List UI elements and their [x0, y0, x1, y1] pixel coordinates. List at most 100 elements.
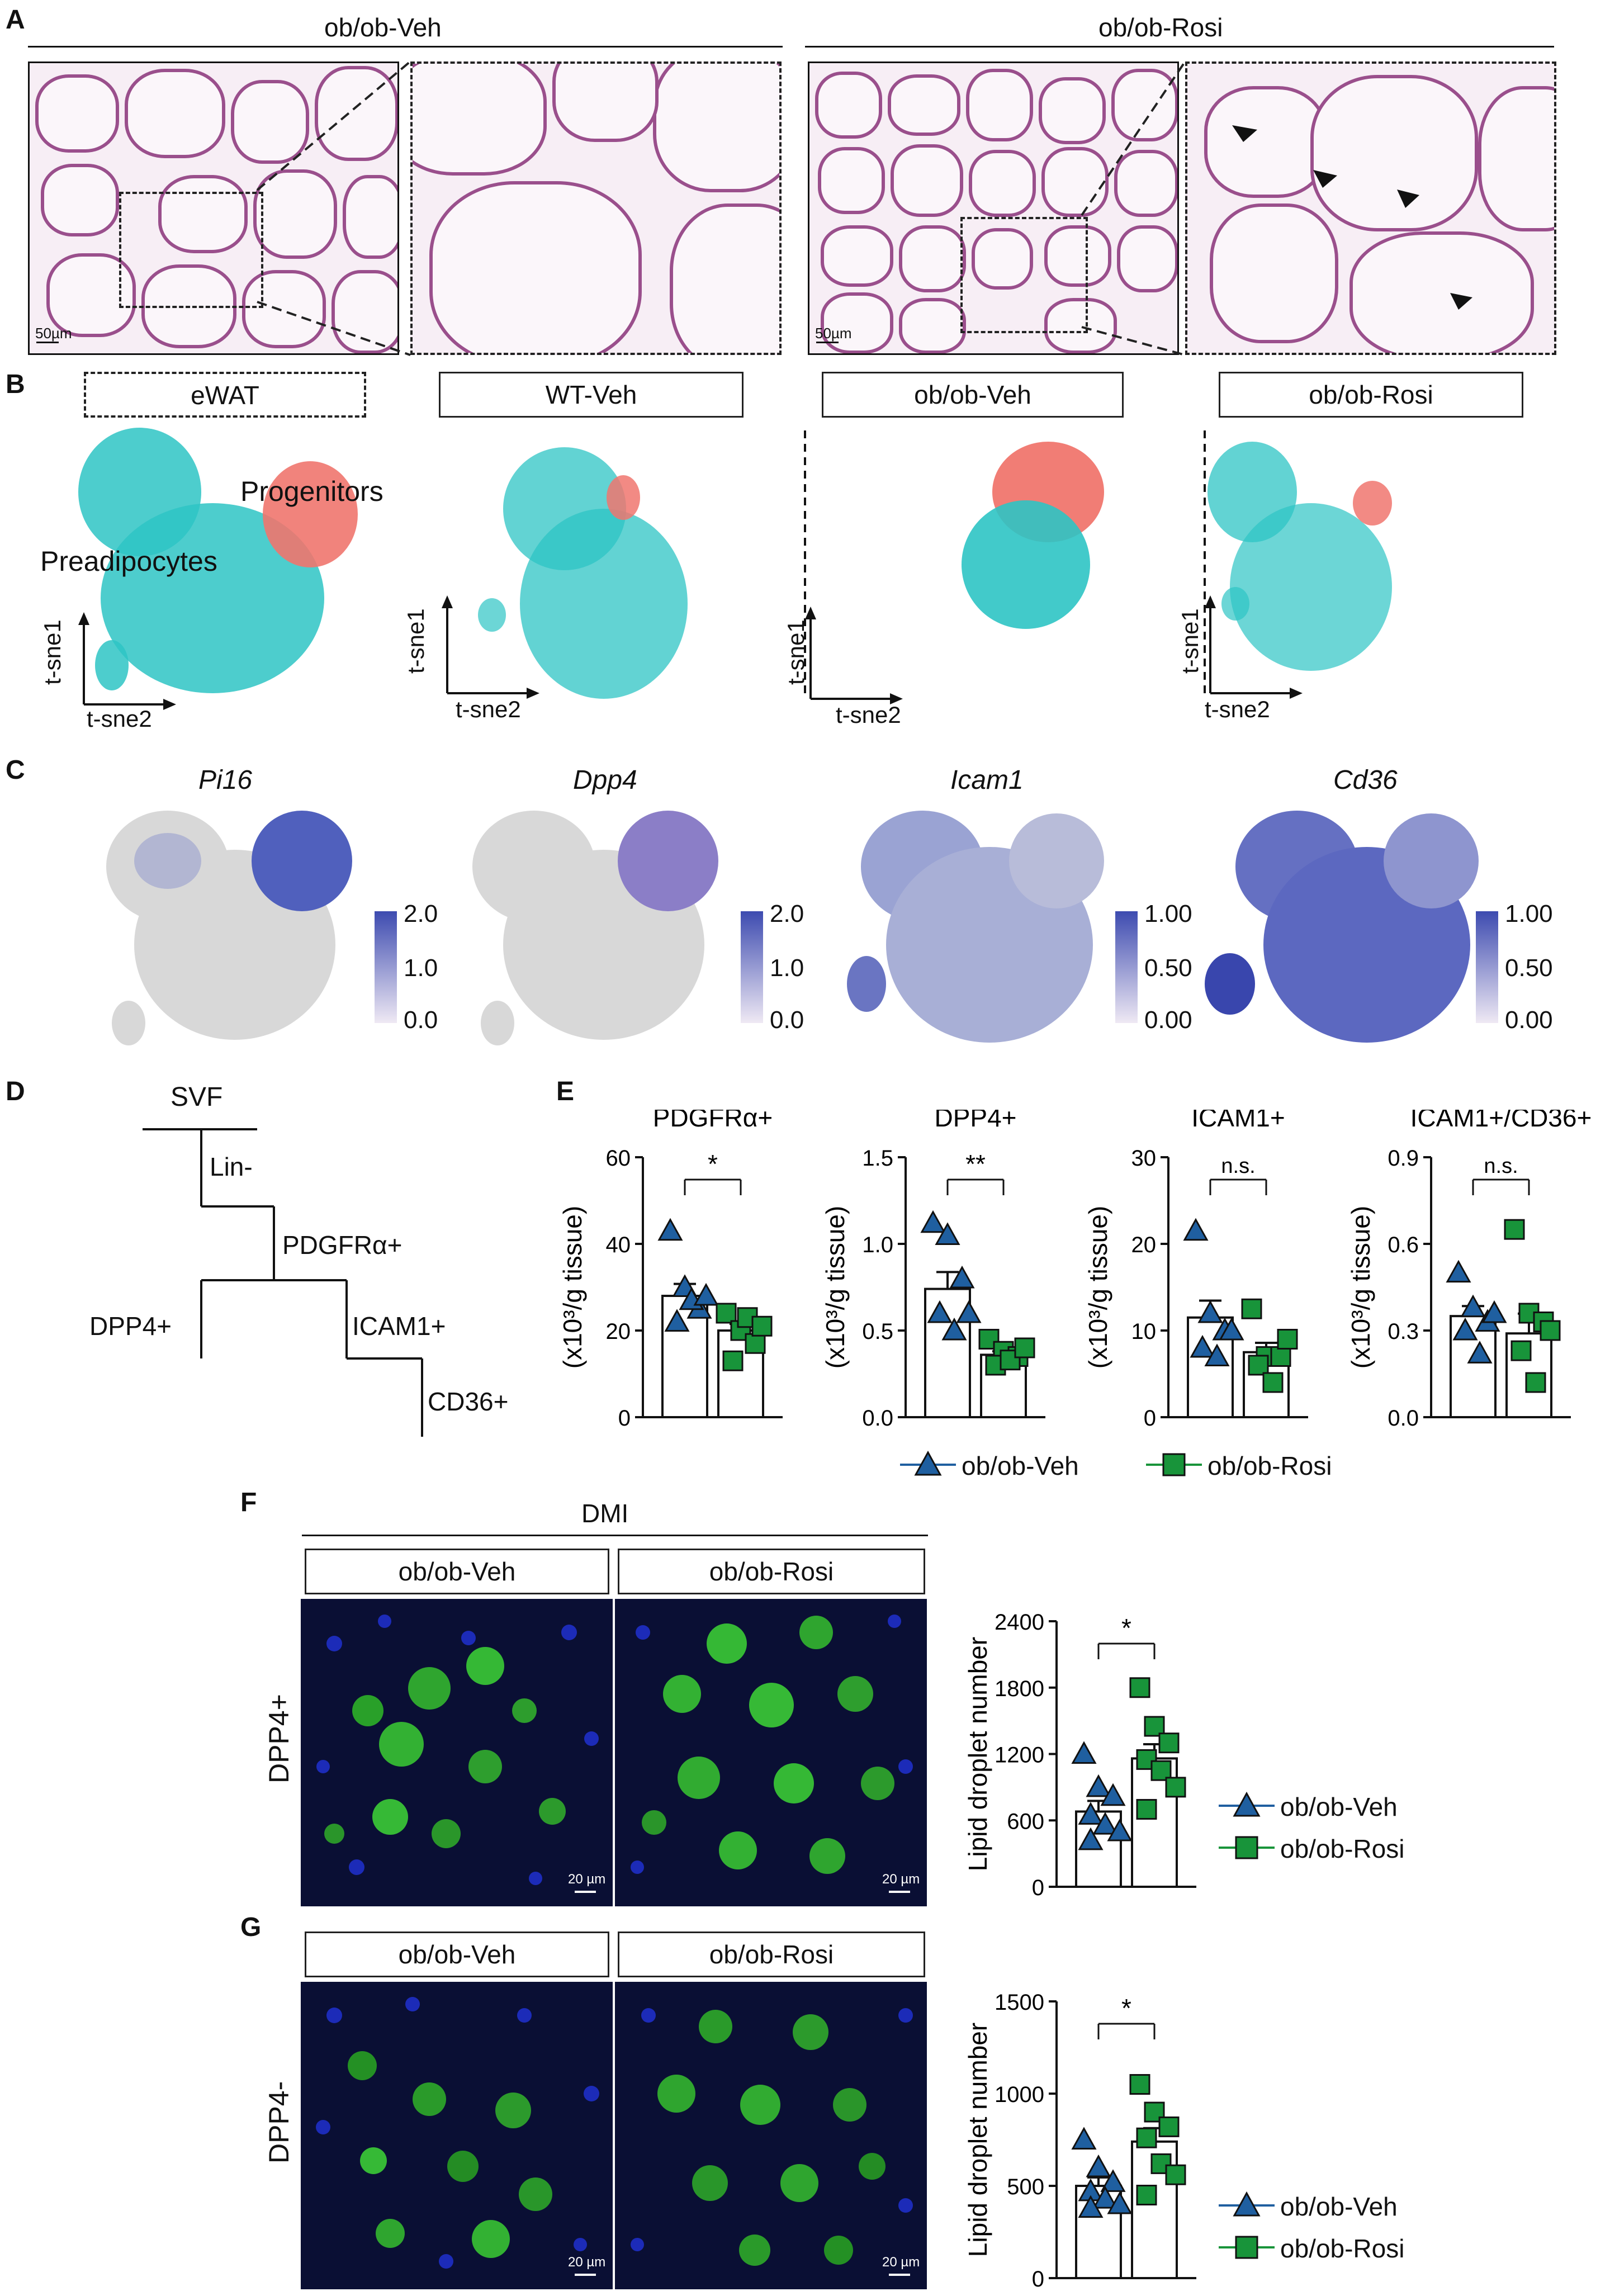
y-axis-label: (x10³/g tissue): [559, 1206, 587, 1369]
legend-label-veh: ob/ob-Veh: [1280, 2192, 1398, 2221]
colorbar-tick: 0.50: [1144, 954, 1192, 982]
tsne-title-obob-veh: ob/ob-Veh: [822, 372, 1124, 418]
data-point: [1092, 1812, 1118, 1835]
gate-lin-neg: Lin-: [210, 1152, 253, 1181]
scale-bar: [36, 342, 59, 343]
data-point: [941, 1317, 967, 1341]
group-label-rosi: ob/ob-Rosi: [1098, 13, 1223, 42]
fluorescence-image-dpp4neg-veh: 20 µm: [301, 1982, 613, 2289]
gate-pdgfra-pos: PDGFRα+: [282, 1230, 402, 1260]
y-tick-label: 600: [1007, 1809, 1044, 1834]
y-tick-label: 1.5: [862, 1146, 893, 1171]
data-point: [1136, 1749, 1157, 1770]
panel-label-a: A: [6, 5, 25, 35]
y-tick-label: 0: [1144, 1406, 1156, 1431]
data-point: [1165, 1777, 1186, 1798]
gene-title-dpp4: Dpp4: [573, 765, 637, 795]
tsne-ewat: [78, 428, 358, 710]
y-tick-label: 10: [1131, 1319, 1157, 1344]
tsne-wt-veh: [442, 447, 688, 699]
tsne-axis-y: t-sne1: [1177, 608, 1203, 674]
data-point: [920, 1210, 946, 1233]
data-point: [1092, 2186, 1118, 2209]
gate-cd36-pos: CD36+: [428, 1387, 509, 1416]
chart-title: PDGFRα+: [653, 1110, 773, 1132]
data-point: [1158, 2116, 1180, 2137]
scale-bar-label: 50µm: [35, 325, 72, 342]
scale-bar: [575, 1891, 596, 1893]
colorbar-tick: 0.00: [1144, 1006, 1192, 1034]
gene-title-pi16: Pi16: [198, 765, 253, 795]
y-tick-label: 500: [1007, 2175, 1044, 2199]
data-point: [1241, 1298, 1262, 1319]
data-point: [949, 1265, 975, 1289]
scale-bar: [889, 2274, 910, 2276]
y-tick-label: 0.0: [862, 1406, 893, 1431]
data-point: [1136, 2185, 1157, 2205]
significance-label: *: [1121, 1613, 1131, 1642]
bar-chart-icam1: ICAM1+ (x10³/g tissue) 0 10 20 30 n.s.: [1085, 1110, 1308, 1431]
scale-bar-label: 50µm: [815, 325, 852, 342]
feature-plot-pi16: [106, 811, 397, 1045]
scale-bar-label: 20 µm: [882, 2255, 920, 2270]
significance-label: **: [965, 1149, 986, 1178]
tsne-axis-y: t-sne1: [39, 619, 65, 685]
data-point: [1014, 1337, 1035, 1358]
data-point: [1165, 2164, 1186, 2185]
significance-label: n.s.: [1484, 1154, 1518, 1178]
data-point: [927, 1300, 953, 1323]
y-tick-label: 30: [1131, 1146, 1157, 1171]
data-point: [1452, 1317, 1478, 1341]
data-point: [1190, 1334, 1215, 1358]
fluorescence-image-dpp4pos-veh: 20 µm: [301, 1599, 613, 1906]
y-tick-label: 1000: [995, 2082, 1044, 2107]
colorbar-tick: 1.0: [404, 954, 438, 982]
panel-label-c: C: [6, 755, 25, 785]
y-tick-label: 0.3: [1388, 1319, 1419, 1344]
data-point: [1467, 1341, 1493, 1364]
gene-title-icam1: Icam1: [950, 765, 1024, 795]
feature-plots: [106, 811, 1498, 1045]
y-tick-label: 0: [1032, 1876, 1044, 1900]
row-label-dpp4-neg: DPP4-: [263, 2081, 295, 2164]
gene-title-cd36: Cd36: [1333, 765, 1398, 795]
y-tick-label: 0.9: [1388, 1146, 1419, 1171]
y-axis-label: Lipid droplet number: [963, 1637, 992, 1871]
y-axis-label: (x10³/g tissue): [1085, 1206, 1112, 1369]
fluorescence-image-dpp4neg-rosi: 20 µm: [615, 1982, 927, 2289]
data-point: [978, 1329, 1000, 1350]
legend-f: [1219, 1791, 1275, 1859]
y-tick-label: 1500: [995, 1990, 1044, 2015]
y-tick-label: 20: [1131, 1233, 1157, 1257]
scale-bar: [816, 342, 839, 343]
data-point: [1183, 1218, 1209, 1241]
data-point: [657, 1218, 683, 1241]
data-point: [1100, 2169, 1126, 2192]
y-tick-label: 0.6: [1388, 1233, 1419, 1257]
colorbar-tick: 1.0: [770, 954, 804, 982]
significance-label: *: [1121, 1994, 1131, 2023]
data-point: [1481, 1300, 1507, 1323]
data-point: [1446, 1260, 1471, 1283]
he-zoom-rosi: [1185, 61, 1556, 355]
y-tick-label: 60: [606, 1146, 631, 1171]
panel-label-e: E: [556, 1077, 575, 1106]
data-point: [1078, 1827, 1104, 1850]
he-zoom-veh: [410, 61, 782, 355]
data-point: [716, 1303, 737, 1324]
tsne-axis-x: t-sne2: [1205, 696, 1270, 722]
bar-chart-icam1-cd36: ICAM1+/CD36+ (x10³/g tissue) 0.0 0.3 0.6 0.9 n…: [1347, 1110, 1592, 1431]
data-point: [1107, 2191, 1133, 2214]
data-point: [1219, 1317, 1244, 1341]
tsne-axis-x: t-sne2: [87, 706, 152, 732]
legend-e: [900, 1450, 1202, 1476]
legend-g: [1219, 2191, 1275, 2259]
tsne-title-wt-veh: WT-Veh: [439, 372, 744, 418]
treatment-label: DMI: [581, 1499, 629, 1528]
legend-label-rosi: ob/ob-Rosi: [1208, 1451, 1332, 1480]
data-point: [1071, 1741, 1097, 1764]
feature-plot-cd36: [1205, 811, 1498, 1043]
group-box-veh: ob/ob-Veh: [305, 1932, 609, 1977]
tsne-axis-y: t-sne1: [783, 619, 809, 685]
tsne-axis-y: t-sne1: [402, 608, 429, 674]
